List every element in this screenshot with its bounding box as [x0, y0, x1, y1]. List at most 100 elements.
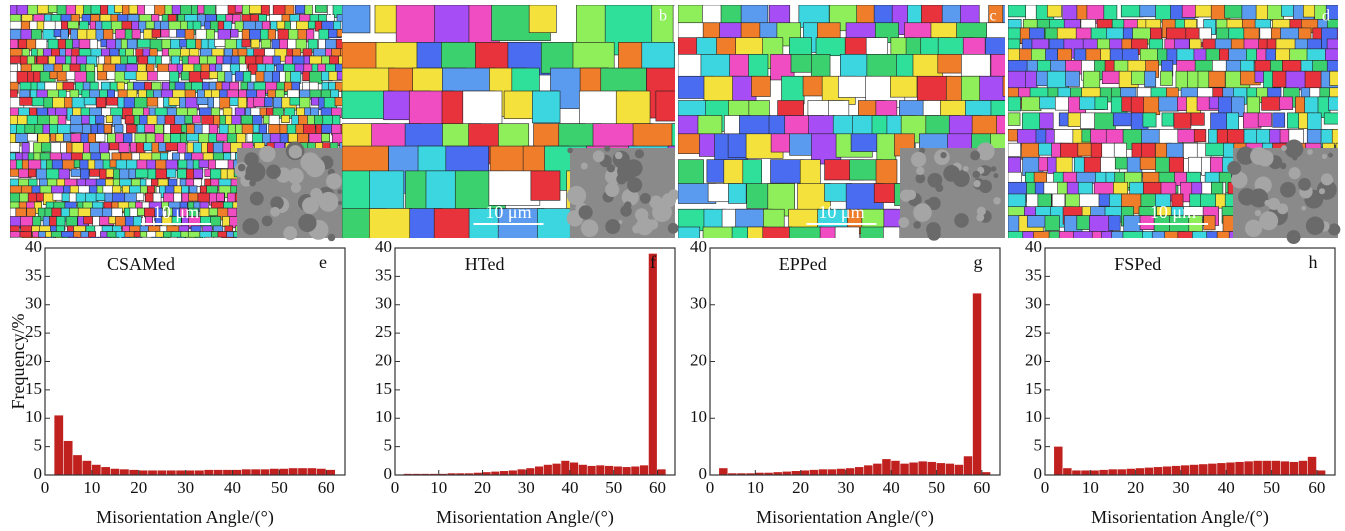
- grain: [129, 236, 142, 238]
- bar: [120, 469, 129, 475]
- ebsd-map: [678, 5, 1005, 241]
- x-tick-label: 40: [562, 478, 579, 497]
- y-tick-label: 0: [384, 464, 393, 483]
- sem-texture: [973, 179, 981, 188]
- grain: [156, 71, 171, 81]
- bar: [909, 462, 918, 475]
- grain: [815, 37, 846, 57]
- x-tick-label: 0: [706, 478, 715, 497]
- grain: [1008, 142, 1021, 157]
- grain: [321, 124, 333, 134]
- panel-title: EPPed: [779, 254, 827, 274]
- bar: [855, 467, 864, 475]
- grain: [137, 38, 151, 48]
- grain: [1329, 70, 1338, 86]
- grain: [1144, 70, 1157, 88]
- bar: [605, 465, 614, 475]
- grain: [39, 236, 56, 238]
- grain: [336, 29, 342, 38]
- sem-texture: [627, 177, 643, 193]
- bar: [631, 466, 640, 475]
- plot-frame: [709, 247, 1001, 476]
- grain: [1044, 215, 1060, 231]
- y-tick-label: 20: [25, 350, 42, 369]
- grain: [1161, 112, 1175, 127]
- x-tick-label: 30: [518, 478, 535, 497]
- grain: [1261, 96, 1281, 111]
- bar: [500, 471, 509, 475]
- sem-texture: [1277, 203, 1289, 215]
- grain: [1190, 112, 1205, 126]
- panel-title: HTed: [465, 254, 505, 274]
- sem-texture: [927, 227, 941, 241]
- grain: [1227, 129, 1247, 145]
- sem-texture: [993, 197, 1001, 205]
- bar: [157, 470, 167, 475]
- sem-texture: [1244, 219, 1263, 237]
- x-tick-label: 0: [391, 478, 400, 497]
- sem-texture: [614, 151, 623, 160]
- bar: [864, 465, 873, 475]
- grain: [1142, 112, 1157, 128]
- bar: [1054, 446, 1063, 475]
- sem-texture: [566, 185, 587, 206]
- grain: [180, 71, 191, 81]
- grain: [1033, 231, 1051, 238]
- grain: [79, 20, 89, 31]
- sem-texture: [310, 187, 323, 201]
- bar: [1099, 469, 1108, 475]
- grain: [876, 133, 897, 163]
- x-tick-label: 10: [747, 478, 764, 497]
- grain: [10, 142, 21, 153]
- x-tick-label: 60: [318, 478, 335, 497]
- sem-texture: [990, 166, 997, 172]
- grain: [197, 192, 212, 203]
- bar: [613, 466, 622, 475]
- grain: [1279, 96, 1293, 110]
- bar: [1153, 467, 1163, 475]
- panel-label: a: [326, 8, 333, 25]
- grain: [55, 236, 66, 238]
- grain: [29, 107, 37, 117]
- x-tick-label: 30: [837, 478, 854, 497]
- y-tick-label: 40: [375, 237, 392, 256]
- x-axis-title: Misorientation Angle/(°): [436, 507, 614, 528]
- bar: [737, 473, 746, 475]
- sem-texture: [970, 150, 981, 161]
- bar: [298, 468, 307, 475]
- y-tick-label: 20: [375, 350, 392, 369]
- grain: [1093, 181, 1114, 195]
- bar: [918, 461, 927, 475]
- grain: [242, 71, 252, 84]
- x-tick-label: 40: [224, 478, 241, 497]
- sem-texture: [1281, 145, 1287, 151]
- sem-texture: [624, 159, 643, 177]
- sem-texture: [296, 151, 302, 158]
- bar: [764, 472, 773, 475]
- grain: [161, 236, 170, 238]
- grain: [996, 115, 1005, 148]
- y-tick-label: 20: [1025, 350, 1042, 369]
- x-tick-label: 0: [1041, 478, 1050, 497]
- grain: [157, 178, 169, 187]
- sem-texture: [327, 233, 336, 242]
- bar: [587, 465, 596, 475]
- bar: [148, 470, 157, 475]
- grain: [655, 90, 675, 122]
- sem-texture: [318, 191, 339, 212]
- grain: [83, 97, 97, 106]
- sem-texture: [1298, 177, 1311, 191]
- sem-texture: [1230, 171, 1248, 189]
- grain: [185, 236, 201, 238]
- grain: [192, 20, 202, 31]
- grain: [1046, 70, 1069, 89]
- x-tick-label: 40: [883, 478, 900, 497]
- grain: [219, 97, 231, 109]
- y-tick-label: 40: [690, 237, 707, 256]
- grain: [1008, 193, 1027, 208]
- sem-texture: [1316, 179, 1337, 200]
- bar: [773, 472, 782, 475]
- panel-title: FSPed: [1114, 254, 1161, 274]
- grain: [292, 48, 302, 57]
- grain: [299, 89, 311, 99]
